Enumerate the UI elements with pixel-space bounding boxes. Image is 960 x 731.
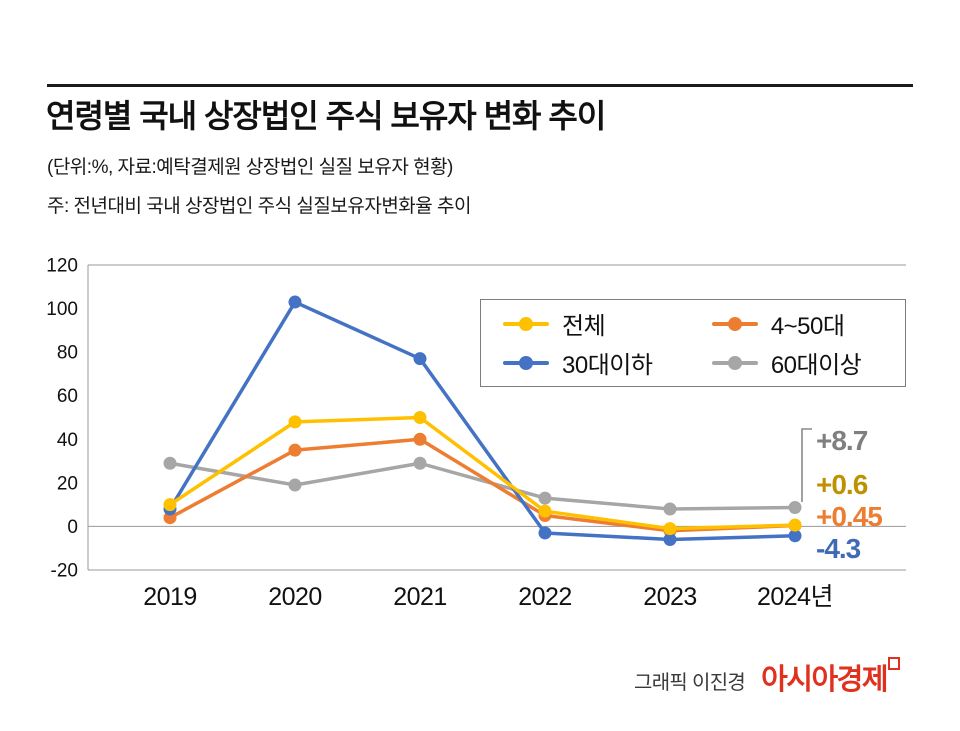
series-point-0	[538, 504, 552, 518]
series-point-2	[538, 526, 552, 540]
series-point-3	[663, 502, 677, 516]
y-tick-label: -20	[51, 561, 78, 582]
x-tick-label: 2024년	[757, 583, 833, 611]
legend-marker-total-icon	[503, 316, 549, 331]
series-point-1	[288, 443, 302, 457]
series-line-0	[168, 415, 797, 531]
unit-source-note: (단위:%, 자료:예탁결제원 상장법인 실질 보유자 현황)	[47, 157, 453, 178]
x-tick-label: 2022	[518, 583, 572, 611]
chart-legend: 전체 4~50대 30대이하 60대이상	[480, 299, 906, 387]
end-value-label-1: +0.6	[816, 469, 868, 500]
series-point-0	[163, 498, 177, 512]
y-tick-label: 60	[57, 386, 78, 407]
x-tick-label: 2021	[393, 583, 447, 611]
series-point-0	[288, 415, 302, 429]
legend-marker-under-30s-icon	[503, 355, 549, 370]
brand-logo: 아시아경제	[761, 656, 900, 698]
series-line-1	[168, 437, 797, 533]
y-tick-label: 100	[46, 299, 78, 320]
legend-item-total: 전체	[503, 306, 712, 341]
end-label-connector	[801, 428, 812, 502]
x-tick-label: 2023	[643, 583, 697, 611]
end-value-label-3: -4.3	[816, 533, 861, 564]
series-point-3	[788, 500, 802, 514]
legend-marker-over-60s-icon	[711, 355, 758, 370]
legend-label-total: 전체	[562, 313, 606, 340]
y-tick-label: 40	[57, 430, 78, 451]
y-tick-label: 120	[46, 256, 78, 277]
series-line-2	[168, 300, 797, 542]
legend-item-40-50s: 4~50대	[711, 306, 897, 341]
x-tick-label: 2020	[268, 583, 322, 611]
legend-item-over-60s: 60대이상	[711, 345, 897, 380]
series-point-3	[288, 478, 302, 492]
series-point-2	[788, 529, 802, 543]
series-point-0	[788, 518, 802, 532]
credit-text: 그래픽 이진경	[634, 672, 746, 694]
legend-label-over-60s: 60대이상	[770, 352, 862, 379]
end-value-label-2: +0.45	[816, 501, 882, 532]
legend-label-40-50s: 4~50대	[770, 313, 845, 340]
page-title: 연령별 국내 상장법인 주식 보유자 변화 추이	[46, 98, 606, 134]
series-point-1	[413, 432, 427, 446]
series-point-2	[663, 533, 677, 546]
legend-label-under-30s: 30대이하	[562, 352, 653, 379]
series-point-2	[288, 295, 302, 309]
series-point-0	[663, 522, 677, 536]
series-point-2	[413, 352, 427, 366]
series-line-3	[168, 461, 797, 511]
chart-canvas: 120 100 80 60 40 20 0 -20 2019 2020 2021 2022 2023 20…	[46, 256, 906, 611]
x-tick-label: 2019	[143, 583, 197, 611]
series-point-3	[163, 456, 177, 470]
y-tick-label: 0	[67, 517, 78, 538]
top-rule	[47, 84, 913, 87]
series-point-3	[413, 456, 427, 470]
brand-logo-mark-icon	[888, 657, 900, 670]
chart-note: 주: 전년대비 국내 상장법인 주식 실질보유자변화율 추이	[47, 196, 472, 217]
series-point-0	[413, 411, 427, 424]
legend-item-under-30s: 30대이하	[503, 345, 712, 380]
y-tick-label: 80	[57, 343, 78, 364]
brand-logo-text: 아시아경제	[761, 664, 888, 696]
legend-marker-40-50s-icon	[711, 316, 758, 331]
line-chart: 120 100 80 60 40 20 0 -20 2019 2020 2021 2022 2023 20…	[40, 253, 930, 623]
y-tick-label: 20	[57, 473, 78, 494]
footer-credit: 그래픽 이진경 아시아경제	[634, 656, 900, 698]
end-value-label-0: +8.7	[816, 425, 868, 456]
series-point-3	[538, 491, 552, 505]
